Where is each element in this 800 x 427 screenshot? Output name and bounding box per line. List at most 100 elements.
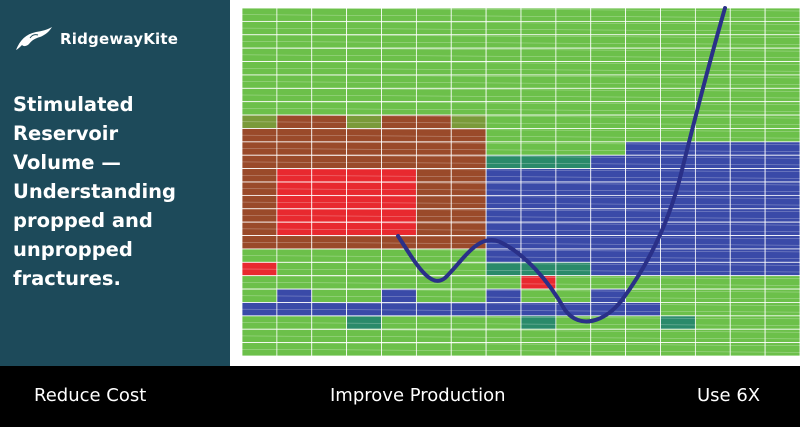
grid-cell <box>485 342 522 357</box>
footer-item-reduce-cost[interactable]: Reduce Cost <box>34 385 147 406</box>
headline: Stimulated Reservoir Volume — Understand… <box>13 90 223 293</box>
grid-cell <box>660 302 696 317</box>
grid-cell <box>381 154 417 170</box>
grid-cell <box>346 74 382 89</box>
footer-item-improve-production[interactable]: Improve Production <box>330 385 506 406</box>
grid-cell <box>485 61 522 76</box>
brand-logo[interactable]: RidgewayKite <box>14 26 178 52</box>
reservoir-grid-image <box>241 6 800 357</box>
grid-cell <box>450 87 487 103</box>
grid-cell <box>415 168 452 183</box>
grid-cell <box>346 328 382 344</box>
grid-cell <box>764 221 800 236</box>
grid-cell <box>729 101 766 116</box>
grid-cell <box>764 315 800 330</box>
grid-cell <box>520 315 557 330</box>
grid-cell <box>520 87 557 103</box>
grid-cell <box>520 74 557 89</box>
grid-cell <box>311 248 348 263</box>
grid-cell <box>764 248 800 263</box>
grid-cell <box>764 74 800 89</box>
kite-bird-icon <box>16 27 52 50</box>
grid-cell <box>381 128 417 143</box>
grid-line <box>241 94 800 99</box>
grid-cell <box>729 141 766 156</box>
grid-cell <box>311 168 348 183</box>
grid-cell <box>520 342 557 357</box>
grid-line <box>241 268 800 273</box>
footer-item-use-6x[interactable]: Use 6X <box>697 385 761 406</box>
grid-line <box>241 134 800 139</box>
grid-cell <box>381 302 417 317</box>
grid-cell <box>729 315 766 330</box>
grid-cell <box>729 114 766 129</box>
grid-cell <box>764 194 800 210</box>
grid-line <box>241 328 800 333</box>
grid-cell <box>381 7 417 22</box>
grid-cell <box>415 221 452 236</box>
grid-cell <box>485 221 522 236</box>
grid-cell <box>694 20 731 36</box>
headline-line: Understanding <box>13 180 176 203</box>
grid-cell <box>694 261 731 277</box>
grid-line <box>241 295 800 300</box>
grid-cell <box>346 288 382 303</box>
grid-cell <box>346 61 382 76</box>
grid-cell <box>520 181 557 196</box>
headline-line: fractures. <box>13 267 121 290</box>
grid-cell <box>415 328 452 344</box>
grid-cell <box>450 328 487 344</box>
grid-cell <box>311 61 348 76</box>
grid-cell <box>729 221 766 236</box>
left-panel: RidgewayKite Stimulated Reservoir Volume… <box>0 0 230 366</box>
grid-cell <box>450 194 487 210</box>
grid-cell <box>729 61 766 76</box>
grid-cell <box>520 328 557 344</box>
grid-cell <box>450 208 487 223</box>
grid-cell <box>415 194 452 210</box>
grid-cell <box>764 275 800 290</box>
grid-cell <box>415 342 452 357</box>
grid-cell <box>450 181 487 196</box>
grid-cell <box>311 275 348 290</box>
grid-line <box>241 175 800 179</box>
grid-cell <box>764 114 800 129</box>
headline-line: Reservoir <box>13 122 119 145</box>
grid-cell <box>520 20 557 36</box>
grid-cell <box>729 87 766 103</box>
grid-line <box>241 61 800 65</box>
grid-cell <box>485 101 522 116</box>
grid-cell <box>729 342 766 357</box>
grid-cell <box>311 34 348 49</box>
grid-cell <box>694 275 731 290</box>
grid-cell <box>729 34 766 49</box>
grid-cell <box>694 194 731 210</box>
grid-cell <box>450 168 487 183</box>
grid-cell <box>346 128 382 143</box>
grid-cell <box>485 315 522 330</box>
grid-cell <box>346 168 382 183</box>
grid-cell <box>346 342 382 357</box>
grid-cell <box>660 261 696 277</box>
grid-cell <box>660 315 696 330</box>
grid-cell <box>485 34 522 49</box>
grid-line <box>241 308 800 313</box>
grid-line <box>241 221 800 226</box>
grid-cell <box>415 34 452 49</box>
grid-cell <box>381 181 417 196</box>
grid-cell <box>311 288 348 303</box>
grid-cell <box>311 87 348 103</box>
grid-cell <box>311 74 348 89</box>
grid-cell <box>485 47 522 62</box>
grid-cell <box>729 235 766 250</box>
grid-line <box>241 322 800 326</box>
grid-line <box>241 315 800 320</box>
grid-cell <box>729 128 766 143</box>
grid-line <box>241 335 800 340</box>
grid-cell <box>381 20 417 36</box>
grid-cell <box>450 141 487 156</box>
grid-cell <box>729 288 766 303</box>
grid-line <box>241 154 800 159</box>
grid-cell <box>311 181 348 196</box>
grid-cell <box>381 168 417 183</box>
